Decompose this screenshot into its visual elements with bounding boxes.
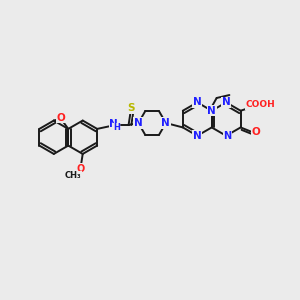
Text: N: N — [134, 118, 143, 128]
Text: N: N — [193, 98, 202, 107]
Text: N: N — [207, 106, 216, 116]
Text: COOH: COOH — [245, 100, 275, 109]
Text: H: H — [113, 123, 120, 132]
Text: O: O — [76, 164, 85, 174]
Text: N: N — [223, 131, 231, 141]
Text: O: O — [252, 127, 261, 137]
Text: N: N — [110, 119, 118, 130]
Text: N: N — [222, 98, 230, 107]
Text: S: S — [127, 103, 134, 113]
Text: N: N — [161, 118, 170, 128]
Text: N: N — [193, 131, 202, 141]
Text: O: O — [57, 113, 65, 123]
Text: CH₃: CH₃ — [64, 171, 81, 180]
